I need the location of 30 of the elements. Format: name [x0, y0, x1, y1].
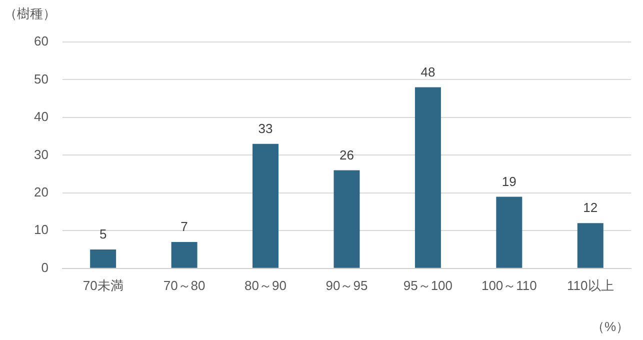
x-tick-label: 95～100	[403, 278, 453, 293]
x-tick-label: 90～95	[326, 278, 368, 293]
data-label: 26	[339, 147, 354, 162]
data-label: 48	[420, 64, 436, 80]
y-tick-label: 60	[34, 34, 48, 49]
y-tick-label: 20	[34, 184, 48, 200]
y-axis-title: （樹種）	[4, 6, 56, 22]
x-tick-label: 110以上	[567, 278, 614, 293]
y-tick-label: 40	[34, 109, 48, 124]
x-tick-label: 70未満	[82, 278, 124, 293]
y-tick-label: 0	[41, 260, 48, 275]
bar	[496, 196, 522, 268]
bar	[252, 144, 279, 268]
data-label: 7	[180, 219, 188, 234]
bar	[414, 87, 441, 268]
bar	[90, 250, 116, 268]
x-tick-label: 100～110	[481, 278, 537, 293]
bar	[334, 170, 360, 268]
data-label: 5	[99, 226, 107, 242]
x-tick-label: 70～80	[163, 278, 206, 293]
data-label: 12	[583, 200, 598, 216]
bar	[171, 242, 198, 268]
y-tick-label: 50	[34, 71, 48, 86]
data-label: 33	[258, 120, 273, 136]
x-axis-title: （%）	[591, 319, 629, 334]
data-label: 19	[502, 174, 516, 189]
bar	[577, 223, 604, 268]
y-tick-label: 10	[34, 222, 48, 238]
x-tick-label: 80～90	[244, 278, 286, 293]
y-tick-label: 30	[34, 146, 48, 162]
